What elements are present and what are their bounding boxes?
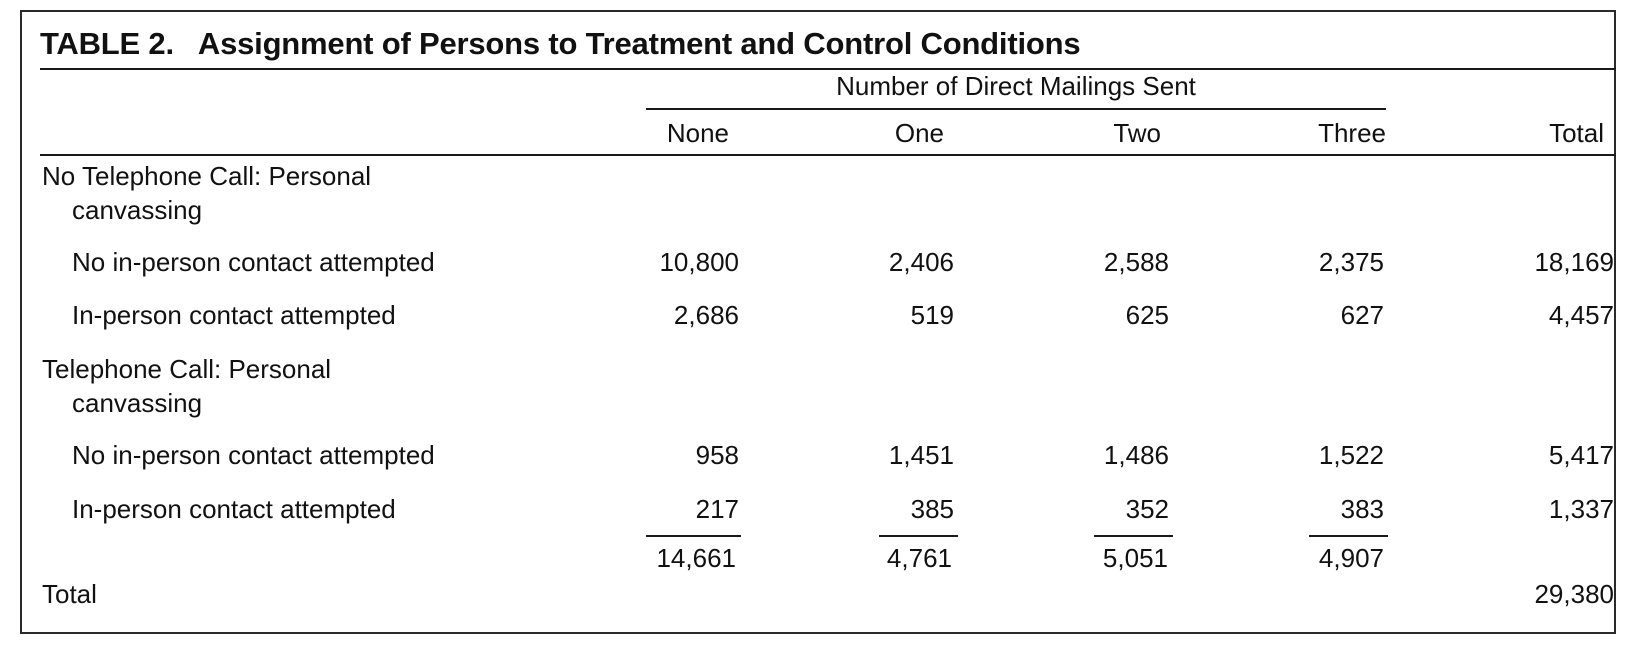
group1-row1-total: 18,169 xyxy=(1534,247,1614,277)
group2-label-line2: canvassing xyxy=(72,388,203,418)
column-header-none: None xyxy=(666,118,729,148)
sum-rule-two xyxy=(1094,535,1173,537)
group2-row1-one: 1,451 xyxy=(888,440,954,470)
group2-label-line1: Telephone Call: Personal xyxy=(42,354,332,384)
table-title: TABLE 2. Assignment of Persons to Treatme… xyxy=(40,26,1081,62)
grand-total: 29,380 xyxy=(1534,579,1614,609)
group1-row2-two: 625 xyxy=(1125,300,1169,330)
group2-row1-none: 958 xyxy=(695,440,739,470)
group2-row1-label: No in-person contact attempted xyxy=(72,440,435,470)
column-header-one: One xyxy=(894,118,944,148)
group1-row2-none: 2,686 xyxy=(673,300,739,330)
group2-row2-total: 1,337 xyxy=(1548,494,1614,524)
column-total-one: 4,761 xyxy=(886,543,952,573)
group2-row2-three: 383 xyxy=(1340,494,1384,524)
sum-rule-none xyxy=(646,535,741,537)
column-total-none: 14,661 xyxy=(656,543,736,573)
group1-label-line1: No Telephone Call: Personal xyxy=(42,161,372,191)
group1-row1-label: No in-person contact attempted xyxy=(72,247,435,277)
group2-row1-two: 1,486 xyxy=(1103,440,1169,470)
title-rule xyxy=(40,68,1616,70)
group1-row2-label: In-person contact attempted xyxy=(72,300,396,330)
spanner-rule xyxy=(646,108,1386,110)
column-header-three: Three xyxy=(1318,118,1386,148)
sum-rule-three xyxy=(1309,535,1388,537)
sum-rule-one xyxy=(879,535,958,537)
group1-row1-none: 10,800 xyxy=(659,247,739,277)
column-total-three: 4,907 xyxy=(1318,543,1384,573)
header-rule xyxy=(40,154,1616,156)
total-row-label: Total xyxy=(42,579,97,609)
group1-row1-one: 2,406 xyxy=(888,247,954,277)
table-title-text: Assignment of Persons to Treatment and C… xyxy=(197,26,1081,61)
column-total-two: 5,051 xyxy=(1102,543,1168,573)
table-frame xyxy=(20,10,1616,634)
group1-row2-three: 627 xyxy=(1340,300,1384,330)
column-header-two: Two xyxy=(1113,118,1161,148)
group2-row1-total: 5,417 xyxy=(1548,440,1614,470)
group2-row2-label: In-person contact attempted xyxy=(72,494,396,524)
column-header-total: Total xyxy=(1549,118,1604,148)
column-spanner: Number of Direct Mailings Sent xyxy=(836,71,1196,101)
table-number: TABLE 2. xyxy=(40,26,174,61)
group1-row1-three: 2,375 xyxy=(1318,247,1384,277)
group1-row2-one: 519 xyxy=(910,300,954,330)
group2-row2-two: 352 xyxy=(1125,494,1169,524)
group1-label-line2: canvassing xyxy=(72,195,203,225)
group2-row2-one: 385 xyxy=(910,494,954,524)
group1-row1-two: 2,588 xyxy=(1103,247,1169,277)
group1-row2-total: 4,457 xyxy=(1548,300,1614,330)
group2-row2-none: 217 xyxy=(695,494,739,524)
group2-row1-three: 1,522 xyxy=(1318,440,1384,470)
